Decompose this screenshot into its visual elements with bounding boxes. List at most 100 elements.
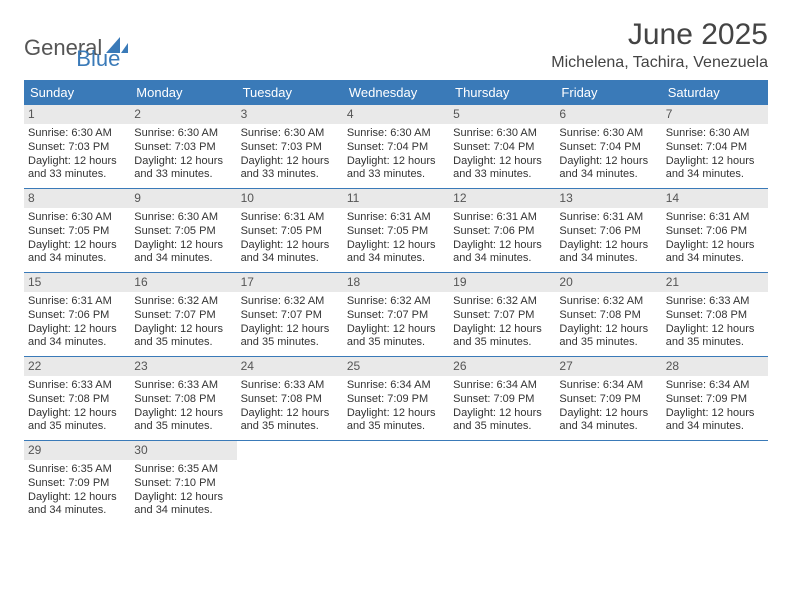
- daylight-line2: and 34 minutes.: [28, 252, 126, 266]
- sunset-text: Sunset: 7:08 PM: [666, 309, 764, 323]
- daylight-line2: and 34 minutes.: [559, 252, 657, 266]
- sunrise-text: Sunrise: 6:30 AM: [453, 127, 551, 141]
- sunset-text: Sunset: 7:09 PM: [347, 393, 445, 407]
- daylight-line1: Daylight: 12 hours: [347, 323, 445, 337]
- day-number: 21: [662, 273, 768, 292]
- daylight-line1: Daylight: 12 hours: [134, 407, 232, 421]
- day-number: 14: [662, 189, 768, 208]
- day-number: 15: [24, 273, 130, 292]
- daylight-line2: and 35 minutes.: [28, 420, 126, 434]
- daylight-line2: and 34 minutes.: [666, 168, 764, 182]
- daylight-line1: Daylight: 12 hours: [28, 407, 126, 421]
- day-number: 29: [24, 441, 130, 460]
- daylight-line1: Daylight: 12 hours: [453, 239, 551, 253]
- daylight-line2: and 35 minutes.: [347, 336, 445, 350]
- daylight-line2: and 34 minutes.: [559, 168, 657, 182]
- weekday-header: Saturday: [662, 81, 768, 104]
- calendar-day: 21Sunrise: 6:33 AMSunset: 7:08 PMDayligh…: [662, 272, 768, 356]
- sunset-text: Sunset: 7:09 PM: [453, 393, 551, 407]
- sunset-text: Sunset: 7:04 PM: [453, 141, 551, 155]
- sunset-text: Sunset: 7:07 PM: [241, 309, 339, 323]
- daylight-line1: Daylight: 12 hours: [241, 155, 339, 169]
- calendar-day: 28Sunrise: 6:34 AMSunset: 7:09 PMDayligh…: [662, 356, 768, 440]
- calendar-empty-cell: [343, 440, 449, 524]
- day-number: 23: [130, 357, 236, 376]
- sunset-text: Sunset: 7:08 PM: [241, 393, 339, 407]
- daylight-line1: Daylight: 12 hours: [134, 323, 232, 337]
- sunrise-text: Sunrise: 6:35 AM: [28, 463, 126, 477]
- daylight-line1: Daylight: 12 hours: [134, 239, 232, 253]
- sunset-text: Sunset: 7:06 PM: [453, 225, 551, 239]
- daylight-line2: and 33 minutes.: [347, 168, 445, 182]
- calendar-day: 10Sunrise: 6:31 AMSunset: 7:05 PMDayligh…: [237, 188, 343, 272]
- daylight-line1: Daylight: 12 hours: [28, 323, 126, 337]
- day-number: 22: [24, 357, 130, 376]
- daylight-line2: and 35 minutes.: [241, 336, 339, 350]
- daylight-line1: Daylight: 12 hours: [134, 491, 232, 505]
- calendar-day: 7Sunrise: 6:30 AMSunset: 7:04 PMDaylight…: [662, 104, 768, 188]
- day-number: 18: [343, 273, 449, 292]
- daylight-line1: Daylight: 12 hours: [28, 239, 126, 253]
- daylight-line2: and 35 minutes.: [453, 420, 551, 434]
- day-number: 3: [237, 105, 343, 124]
- daylight-line1: Daylight: 12 hours: [559, 323, 657, 337]
- daylight-line1: Daylight: 12 hours: [241, 407, 339, 421]
- sunrise-text: Sunrise: 6:31 AM: [241, 211, 339, 225]
- day-number: 7: [662, 105, 768, 124]
- sunrise-text: Sunrise: 6:35 AM: [134, 463, 232, 477]
- calendar-day: 14Sunrise: 6:31 AMSunset: 7:06 PMDayligh…: [662, 188, 768, 272]
- day-number: 4: [343, 105, 449, 124]
- sunrise-text: Sunrise: 6:31 AM: [559, 211, 657, 225]
- weekday-header: Sunday: [24, 81, 130, 104]
- sunrise-text: Sunrise: 6:31 AM: [453, 211, 551, 225]
- day-number: 16: [130, 273, 236, 292]
- sunset-text: Sunset: 7:06 PM: [666, 225, 764, 239]
- day-number: 25: [343, 357, 449, 376]
- title-block: June 2025 Michelena, Tachira, Venezuela: [551, 18, 768, 72]
- day-number: 26: [449, 357, 555, 376]
- sunset-text: Sunset: 7:06 PM: [28, 309, 126, 323]
- daylight-line1: Daylight: 12 hours: [453, 323, 551, 337]
- calendar-day: 17Sunrise: 6:32 AMSunset: 7:07 PMDayligh…: [237, 272, 343, 356]
- sunrise-text: Sunrise: 6:30 AM: [347, 127, 445, 141]
- daylight-line1: Daylight: 12 hours: [347, 239, 445, 253]
- day-number: 11: [343, 189, 449, 208]
- daylight-line1: Daylight: 12 hours: [666, 155, 764, 169]
- sunrise-text: Sunrise: 6:31 AM: [347, 211, 445, 225]
- daylight-line1: Daylight: 12 hours: [666, 407, 764, 421]
- sunset-text: Sunset: 7:05 PM: [134, 225, 232, 239]
- location-subtitle: Michelena, Tachira, Venezuela: [551, 54, 768, 72]
- calendar-empty-cell: [237, 440, 343, 524]
- weekday-header: Monday: [130, 81, 236, 104]
- sunset-text: Sunset: 7:03 PM: [241, 141, 339, 155]
- sunrise-text: Sunrise: 6:34 AM: [453, 379, 551, 393]
- daylight-line1: Daylight: 12 hours: [453, 407, 551, 421]
- calendar-day: 13Sunrise: 6:31 AMSunset: 7:06 PMDayligh…: [555, 188, 661, 272]
- day-number: 5: [449, 105, 555, 124]
- daylight-line2: and 34 minutes.: [28, 336, 126, 350]
- calendar-empty-cell: [662, 440, 768, 524]
- daylight-line1: Daylight: 12 hours: [559, 239, 657, 253]
- calendar-day: 3Sunrise: 6:30 AMSunset: 7:03 PMDaylight…: [237, 104, 343, 188]
- calendar-grid: SundayMondayTuesdayWednesdayThursdayFrid…: [24, 80, 768, 524]
- sunrise-text: Sunrise: 6:33 AM: [28, 379, 126, 393]
- daylight-line1: Daylight: 12 hours: [347, 155, 445, 169]
- sunrise-text: Sunrise: 6:32 AM: [347, 295, 445, 309]
- sunset-text: Sunset: 7:07 PM: [347, 309, 445, 323]
- calendar-day: 22Sunrise: 6:33 AMSunset: 7:08 PMDayligh…: [24, 356, 130, 440]
- day-number: 9: [130, 189, 236, 208]
- daylight-line1: Daylight: 12 hours: [666, 239, 764, 253]
- calendar-day: 9Sunrise: 6:30 AMSunset: 7:05 PMDaylight…: [130, 188, 236, 272]
- daylight-line2: and 34 minutes.: [666, 252, 764, 266]
- daylight-line2: and 33 minutes.: [134, 168, 232, 182]
- calendar-day: 11Sunrise: 6:31 AMSunset: 7:05 PMDayligh…: [343, 188, 449, 272]
- day-number: 17: [237, 273, 343, 292]
- sunrise-text: Sunrise: 6:34 AM: [347, 379, 445, 393]
- day-number: 8: [24, 189, 130, 208]
- daylight-line2: and 33 minutes.: [453, 168, 551, 182]
- brand-logo: General Blue: [24, 18, 120, 72]
- daylight-line2: and 34 minutes.: [28, 504, 126, 518]
- calendar-day: 15Sunrise: 6:31 AMSunset: 7:06 PMDayligh…: [24, 272, 130, 356]
- calendar-day: 19Sunrise: 6:32 AMSunset: 7:07 PMDayligh…: [449, 272, 555, 356]
- sunset-text: Sunset: 7:06 PM: [559, 225, 657, 239]
